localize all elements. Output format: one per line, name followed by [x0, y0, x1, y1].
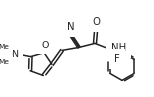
Text: Me: Me — [0, 44, 10, 50]
Text: Me: Me — [0, 59, 10, 65]
Text: NH: NH — [111, 43, 126, 53]
Text: N: N — [67, 22, 75, 32]
Text: O: O — [92, 17, 100, 27]
Text: F: F — [114, 54, 120, 64]
Text: N: N — [12, 50, 18, 59]
Text: O: O — [41, 41, 49, 50]
